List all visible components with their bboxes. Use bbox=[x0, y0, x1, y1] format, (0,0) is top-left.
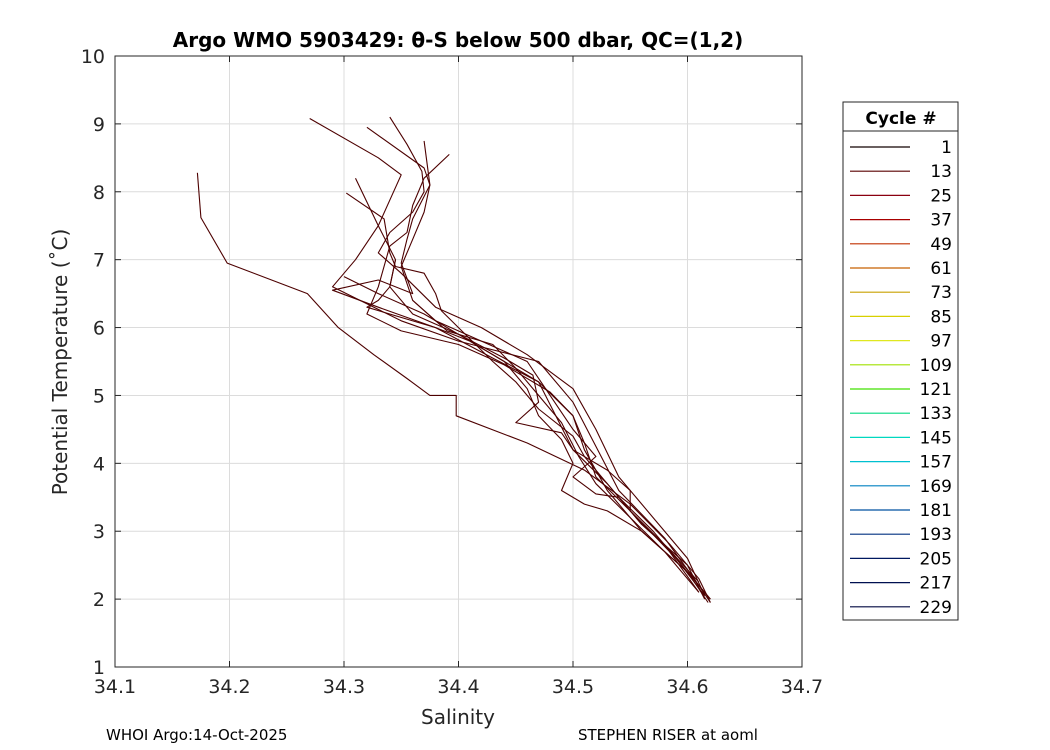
legend-label: 145 bbox=[920, 428, 952, 448]
legend-label: 169 bbox=[920, 477, 952, 497]
legend-label: 49 bbox=[930, 235, 952, 255]
x-tick-label: 34.4 bbox=[437, 676, 479, 698]
legend-label: 121 bbox=[920, 380, 952, 400]
data-series-group bbox=[196, 116, 711, 603]
legend-label: 1 bbox=[941, 138, 952, 158]
legend-label: 217 bbox=[920, 574, 952, 594]
x-tick-label: 34.2 bbox=[208, 676, 250, 698]
theta-s-profile-line bbox=[196, 172, 711, 603]
y-tick-label: 5 bbox=[93, 385, 105, 407]
legend-label: 109 bbox=[920, 356, 952, 376]
y-tick-label: 8 bbox=[93, 182, 105, 204]
theta-s-profile-line bbox=[309, 118, 711, 603]
y-tick-label: 4 bbox=[93, 453, 105, 475]
footer-left: WHOI Argo:14-Oct-2025 bbox=[106, 726, 288, 744]
theta-s-profile-line bbox=[366, 154, 711, 600]
legend-label: 133 bbox=[920, 404, 952, 424]
theta-s-profile-line bbox=[400, 140, 700, 593]
y-tick-label: 3 bbox=[93, 521, 105, 543]
legend: Cycle # 1 13 25 37 49 61 73 85 97 109 121 133 145 157… bbox=[842, 101, 959, 621]
y-tick-label: 2 bbox=[93, 589, 105, 611]
y-tick-label: 1 bbox=[93, 657, 105, 679]
y-tick-label: 7 bbox=[93, 250, 105, 272]
legend-label: 37 bbox=[930, 211, 952, 231]
y-axis-label: Potential Temperature (˚C) bbox=[48, 229, 72, 496]
legend-label: 25 bbox=[930, 186, 952, 206]
legend-label: 61 bbox=[930, 259, 952, 279]
legend-title: Cycle # bbox=[865, 109, 936, 129]
legend-label: 157 bbox=[920, 453, 952, 473]
x-axis-label: Salinity bbox=[421, 705, 495, 729]
legend-label: 193 bbox=[920, 525, 952, 545]
legend-label: 181 bbox=[920, 501, 952, 521]
y-tick-label: 9 bbox=[93, 114, 105, 136]
legend-items: 1 13 25 37 49 61 73 85 97 109 121 133 145 157 169 181 19… bbox=[850, 138, 952, 618]
x-tick-label: 34.3 bbox=[323, 676, 365, 698]
x-tick-label: 34.7 bbox=[781, 676, 823, 698]
y-axis-ticks: 1 2 3 4 5 6 7 8 9 10 bbox=[81, 46, 802, 679]
x-tick-label: 34.6 bbox=[666, 676, 708, 698]
legend-label: 229 bbox=[920, 598, 952, 618]
footer-right: STEPHEN RISER at aoml bbox=[578, 726, 758, 744]
legend-label: 73 bbox=[930, 283, 952, 303]
legend-label: 13 bbox=[930, 162, 952, 182]
chart-title: Argo WMO 5903429: θ-S below 500 dbar, QC… bbox=[173, 28, 743, 52]
legend-label: 97 bbox=[930, 332, 952, 352]
y-tick-label: 10 bbox=[81, 46, 105, 68]
x-tick-label: 34.1 bbox=[94, 676, 136, 698]
theta-s-profile-line bbox=[412, 299, 709, 603]
legend-label: 85 bbox=[930, 307, 952, 327]
legend-label: 205 bbox=[920, 549, 952, 569]
x-tick-label: 34.5 bbox=[552, 676, 594, 698]
y-tick-label: 6 bbox=[93, 318, 105, 340]
theta-s-profile-line bbox=[389, 259, 700, 593]
x-axis-ticks: 34.1 34.2 34.3 34.4 34.5 34.6 34.7 bbox=[94, 56, 823, 698]
